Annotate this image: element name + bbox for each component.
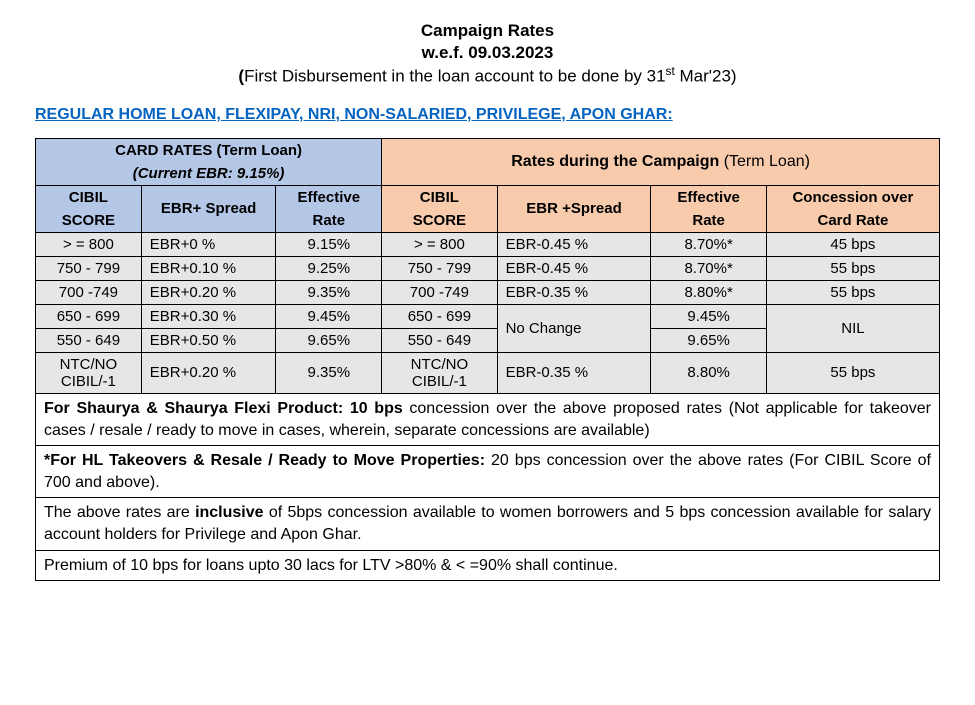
table-row: 750 - 799 EBR+0.10 % 9.25% 750 - 799 EBR… bbox=[36, 256, 940, 280]
cell-cscore: > = 800 bbox=[382, 232, 497, 256]
col-rate: Rate bbox=[276, 209, 382, 233]
cell-spread: EBR+0.20 % bbox=[141, 352, 276, 393]
cell-rate: 9.25% bbox=[276, 256, 382, 280]
cell-spread: EBR+0.20 % bbox=[141, 280, 276, 304]
cell-cscore: 700 -749 bbox=[382, 280, 497, 304]
cell-rate: 9.15% bbox=[276, 232, 382, 256]
cell-spread: EBR+0.50 % bbox=[141, 328, 276, 352]
col-score: SCORE bbox=[36, 209, 142, 233]
cell-crate: 9.65% bbox=[651, 328, 766, 352]
campaign-rates-header: Rates during the Campaign (Term Loan) bbox=[382, 138, 940, 185]
cell-cspread: EBR-0.35 % bbox=[497, 280, 651, 304]
cell-score: 750 - 799 bbox=[36, 256, 142, 280]
col-ebr-spread-2: EBR +Spread bbox=[497, 185, 651, 232]
cell-conc: 55 bps bbox=[766, 352, 939, 393]
note-2: *For HL Takeovers & Resale / Ready to Mo… bbox=[36, 446, 940, 498]
cell-cspread-merged: No Change bbox=[497, 304, 651, 352]
note-row-2: *For HL Takeovers & Resale / Ready to Mo… bbox=[36, 446, 940, 498]
section-title: REGULAR HOME LOAN, FLEXIPAY, NRI, NON-SA… bbox=[35, 106, 940, 124]
cell-spread: EBR+0 % bbox=[141, 232, 276, 256]
col-cibil-2: CIBIL bbox=[382, 185, 497, 209]
cell-conc: 55 bps bbox=[766, 256, 939, 280]
col-score-2: SCORE bbox=[382, 209, 497, 233]
cell-rate: 9.65% bbox=[276, 328, 382, 352]
subtitle: (First Disbursement in the loan account … bbox=[35, 64, 940, 88]
cell-rate: 9.45% bbox=[276, 304, 382, 328]
cell-conc: 55 bps bbox=[766, 280, 939, 304]
cell-score: 700 -749 bbox=[36, 280, 142, 304]
cell-rate: 9.35% bbox=[276, 280, 382, 304]
cell-conc: 45 bps bbox=[766, 232, 939, 256]
cell-rate: 9.35% bbox=[276, 352, 382, 393]
cell-crate: 8.80%* bbox=[651, 280, 766, 304]
cell-cspread: EBR-0.35 % bbox=[497, 352, 651, 393]
cell-cspread: EBR-0.45 % bbox=[497, 256, 651, 280]
cell-crate: 8.70%* bbox=[651, 232, 766, 256]
table-row: NTC/NO CIBIL/-1 EBR+0.20 % 9.35% NTC/NO … bbox=[36, 352, 940, 393]
col-ebr-spread: EBR+ Spread bbox=[141, 185, 276, 232]
note-row-4: Premium of 10 bps for loans upto 30 lacs… bbox=[36, 550, 940, 581]
title-line-1: Campaign Rates bbox=[35, 20, 940, 42]
col-concession: Concession over bbox=[766, 185, 939, 209]
cell-crate: 9.45% bbox=[651, 304, 766, 328]
cell-score: NTC/NO CIBIL/-1 bbox=[36, 352, 142, 393]
cell-conc-merged: NIL bbox=[766, 304, 939, 352]
cell-score: 550 - 649 bbox=[36, 328, 142, 352]
note-row-3: The above rates are inclusive of 5bps co… bbox=[36, 498, 940, 550]
col-rate-2: Rate bbox=[651, 209, 766, 233]
note-1: For Shaurya & Shaurya Flexi Product: 10 … bbox=[36, 393, 940, 445]
col-effective-2: Effective bbox=[651, 185, 766, 209]
header-row-1: CARD RATES (Term Loan) Rates during the … bbox=[36, 138, 940, 162]
cell-crate: 8.80% bbox=[651, 352, 766, 393]
note-4: Premium of 10 bps for loans upto 30 lacs… bbox=[36, 550, 940, 581]
header-row-2: CIBIL EBR+ Spread Effective CIBIL EBR +S… bbox=[36, 185, 940, 209]
table-row: 700 -749 EBR+0.20 % 9.35% 700 -749 EBR-0… bbox=[36, 280, 940, 304]
cell-cscore: 750 - 799 bbox=[382, 256, 497, 280]
col-card-rate: Card Rate bbox=[766, 209, 939, 233]
document-header: Campaign Rates w.e.f. 09.03.2023 (First … bbox=[35, 20, 940, 88]
cell-cscore: 650 - 699 bbox=[382, 304, 497, 328]
cell-cscore: NTC/NO CIBIL/-1 bbox=[382, 352, 497, 393]
cell-cscore: 550 - 649 bbox=[382, 328, 497, 352]
note-row-1: For Shaurya & Shaurya Flexi Product: 10 … bbox=[36, 393, 940, 445]
card-rates-subheader: (Current EBR: 9.15%) bbox=[36, 162, 382, 186]
table-row: 650 - 699 EBR+0.30 % 9.45% 650 - 699 No … bbox=[36, 304, 940, 328]
title-line-2: w.e.f. 09.03.2023 bbox=[35, 42, 940, 64]
col-cibil: CIBIL bbox=[36, 185, 142, 209]
note-3: The above rates are inclusive of 5bps co… bbox=[36, 498, 940, 550]
col-effective: Effective bbox=[276, 185, 382, 209]
rates-table: CARD RATES (Term Loan) Rates during the … bbox=[35, 138, 940, 581]
cell-spread: EBR+0.30 % bbox=[141, 304, 276, 328]
cell-cspread: EBR-0.45 % bbox=[497, 232, 651, 256]
table-row: > = 800 EBR+0 % 9.15% > = 800 EBR-0.45 %… bbox=[36, 232, 940, 256]
cell-spread: EBR+0.10 % bbox=[141, 256, 276, 280]
card-rates-header: CARD RATES (Term Loan) bbox=[36, 138, 382, 162]
cell-score: 650 - 699 bbox=[36, 304, 142, 328]
cell-crate: 8.70%* bbox=[651, 256, 766, 280]
cell-score: > = 800 bbox=[36, 232, 142, 256]
